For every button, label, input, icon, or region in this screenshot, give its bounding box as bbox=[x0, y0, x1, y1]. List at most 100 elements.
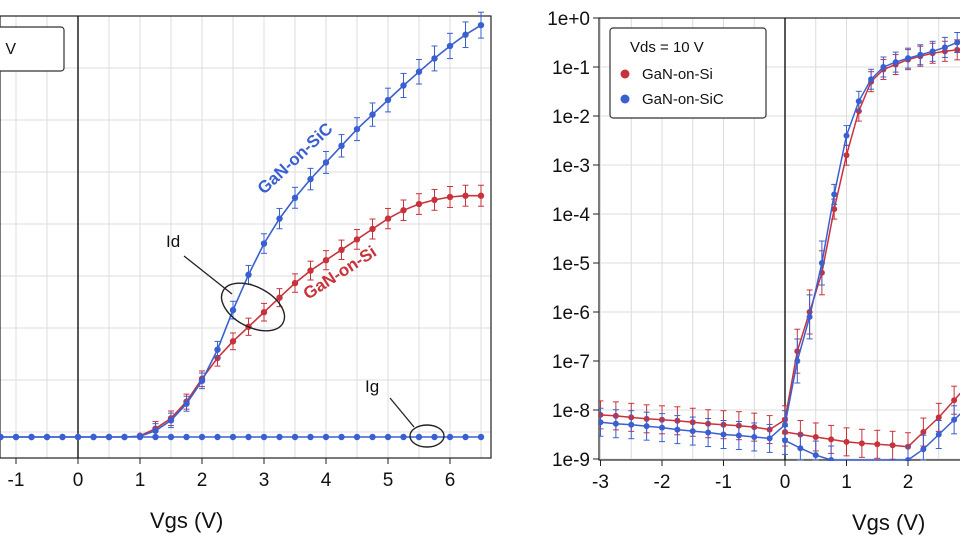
right-point-ig-gan-on-si bbox=[858, 440, 865, 447]
right-x-tick-label: -1 bbox=[715, 472, 732, 493]
left-point-ig bbox=[338, 433, 345, 441]
right-point-gan-on-sic bbox=[843, 132, 850, 139]
right-point-gan-on-sic bbox=[643, 423, 650, 430]
right-point-gan-on-sic bbox=[659, 424, 665, 431]
right-point-gan-on-sic bbox=[720, 431, 727, 438]
right-point-ig-gan-on-sic bbox=[828, 457, 835, 461]
right-point-gan-on-sic bbox=[818, 260, 825, 266]
right-y-tick-label: 1e-5 bbox=[552, 254, 590, 275]
left-point-ig bbox=[353, 433, 361, 441]
left-point-gan-on-sic bbox=[477, 21, 485, 29]
left-point-gan-on-si bbox=[431, 196, 438, 204]
right-y-tick-label: 1e-9 bbox=[552, 450, 590, 471]
right-point-gan-on-sic bbox=[892, 59, 899, 66]
left-point-ig bbox=[415, 433, 423, 441]
left-legend-text: n V bbox=[0, 41, 16, 58]
left-point-gan-on-sic bbox=[0, 433, 4, 441]
right-point-gan-on-sic bbox=[855, 98, 862, 105]
left-point-ig bbox=[384, 433, 392, 441]
left-x-axis-label: Vgs (V) bbox=[150, 508, 223, 533]
right-point-gan-on-sic bbox=[705, 429, 712, 436]
right-series-gan-on-sic bbox=[599, 32, 960, 453]
right-series-line-gan-on-sic bbox=[600, 40, 960, 440]
left-point-gan-on-si bbox=[307, 267, 314, 274]
left-point-ig bbox=[214, 433, 221, 441]
right-point-gan-on-sic bbox=[794, 358, 801, 364]
left-point-gan-on-sic bbox=[322, 159, 330, 166]
right-y-tick-label: 1e-1 bbox=[552, 58, 590, 79]
right-y-tick-label: 1e-2 bbox=[552, 107, 590, 128]
left-point-gan-on-sic bbox=[214, 346, 221, 353]
right-point-ig-gan-on-si bbox=[874, 441, 881, 448]
right-point-gan-on-sic bbox=[831, 191, 838, 198]
left-point-ig bbox=[307, 433, 314, 441]
right-point-gan-on-sic bbox=[782, 421, 788, 428]
left-point-gan-on-sic bbox=[431, 55, 438, 62]
left-point-gan-on-sic bbox=[446, 42, 454, 50]
left-point-gan-on-sic bbox=[167, 417, 175, 424]
left-point-ig bbox=[276, 433, 283, 441]
left-point-gan-on-sic bbox=[43, 433, 51, 441]
right-point-gan-on-sic bbox=[612, 420, 619, 427]
right-point-gan-on-sic bbox=[880, 64, 887, 70]
right-point-gan-on-sic bbox=[929, 48, 936, 55]
left-x-tick-label: 2 bbox=[197, 470, 208, 491]
right-point-gan-on-sic bbox=[905, 55, 911, 62]
left-point-ig bbox=[400, 433, 407, 441]
left-point-gan-on-sic bbox=[229, 306, 237, 314]
left-point-gan-on-si bbox=[276, 294, 283, 301]
right-x-tick-label: 2 bbox=[903, 472, 914, 493]
right-point-gan-on-sic bbox=[599, 419, 604, 426]
left-point-gan-on-sic bbox=[28, 433, 35, 441]
left-point-gan-on-sic bbox=[105, 433, 113, 441]
left-point-ig bbox=[446, 433, 454, 441]
left-point-gan-on-sic bbox=[415, 68, 423, 75]
left-point-ig bbox=[198, 433, 206, 441]
annotation-ig-leader bbox=[389, 397, 415, 428]
left-x-tick-label: 0 bbox=[73, 470, 84, 491]
right-point-gan-on-sic bbox=[941, 44, 948, 51]
left-point-gan-on-sic bbox=[12, 433, 20, 441]
left-point-ig bbox=[291, 433, 299, 441]
right-series-line-ig-gan-on-sic bbox=[784, 413, 960, 461]
right-point-ig-gan-on-sic bbox=[951, 416, 958, 423]
right-point-gan-on-sic bbox=[735, 432, 742, 439]
left-point-gan-on-sic bbox=[384, 96, 392, 104]
right-point-ig-gan-on-si bbox=[889, 442, 896, 449]
right-point-gan-on-si bbox=[843, 152, 850, 159]
right-point-gan-on-sic bbox=[689, 428, 696, 435]
left-legend-frame bbox=[0, 26, 65, 72]
left-series-line-gan-on-sic bbox=[0, 24, 482, 438]
left-point-gan-on-si bbox=[400, 207, 407, 214]
left-point-gan-on-si bbox=[462, 192, 469, 199]
left-point-gan-on-sic bbox=[291, 194, 299, 201]
left-series-line-gan-on-si bbox=[139, 194, 481, 437]
right-point-gan-on-sic bbox=[674, 426, 681, 433]
left-point-gan-on-sic bbox=[353, 125, 361, 133]
left-legend-box: n V bbox=[0, 26, 65, 72]
left-point-gan-on-sic bbox=[74, 433, 82, 441]
right-point-ig-gan-on-sic bbox=[797, 445, 804, 452]
right-series-line-gan-on-si bbox=[600, 48, 960, 431]
right-y-tick-label: 1e-6 bbox=[552, 303, 590, 324]
annotation-id-label: Id bbox=[166, 232, 180, 251]
left-point-ig bbox=[229, 433, 237, 441]
right-point-gan-on-si bbox=[831, 206, 838, 213]
left-point-gan-on-sic bbox=[307, 175, 314, 183]
left-point-ig bbox=[369, 433, 376, 441]
left-point-gan-on-si bbox=[291, 279, 299, 287]
left-x-tick-label: 4 bbox=[321, 470, 332, 491]
right-point-gan-on-sic bbox=[868, 76, 875, 83]
right-x-tick-label: -2 bbox=[654, 472, 671, 493]
left-point-gan-on-sic bbox=[136, 432, 144, 440]
left-point-ig bbox=[477, 433, 485, 441]
right-point-gan-on-sic bbox=[954, 39, 960, 46]
legend-marker-gan-on-si bbox=[620, 69, 630, 79]
left-point-ig bbox=[167, 433, 175, 441]
left-point-gan-on-sic bbox=[245, 271, 252, 278]
right-point-ig-gan-on-si bbox=[951, 397, 958, 404]
right-legend-title: Vds = 10 V bbox=[630, 39, 704, 56]
right-point-gan-on-sic bbox=[628, 421, 635, 428]
